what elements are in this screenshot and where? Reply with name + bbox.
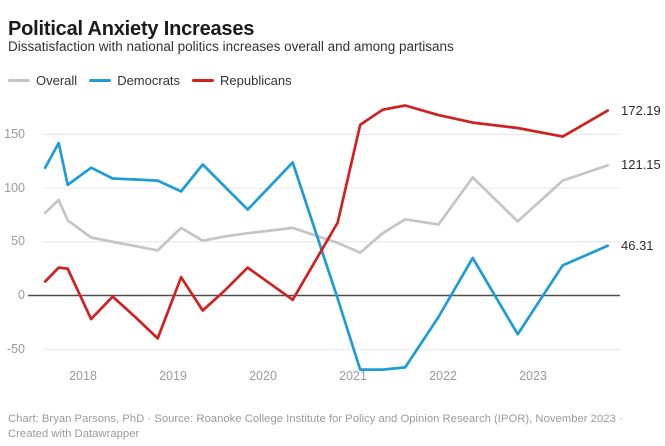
legend-label: Republicans [220, 73, 292, 88]
y-axis-tick-label: 50 [11, 234, 25, 249]
legend-label: Overall [36, 73, 78, 88]
footer-attribution: Chart: Bryan Parsons, PhD · Source: Roan… [8, 413, 623, 425]
y-axis-tick-label: 150 [4, 126, 25, 141]
value-label-democrats: 46.31 [621, 237, 654, 253]
legend-swatch-republicans-icon [192, 79, 215, 82]
legend-item-overall: Overall [8, 73, 77, 88]
legend: Overall Democrats Republicans [8, 73, 292, 88]
y-axis-tick-label: -50 [6, 341, 25, 356]
chart-footer: Chart: Bryan Parsons, PhD · Source: Roan… [8, 412, 662, 441]
legend-item-republicans: Republicans [192, 73, 292, 88]
legend-swatch-overall-icon [8, 79, 30, 82]
legend-item-democrats: Democrats [89, 73, 180, 88]
x-axis-tick-label: 2021 [339, 369, 367, 383]
value-label-overall: 121.15 [621, 157, 661, 173]
footer-credit: Created with Datawrapper [8, 427, 140, 440]
x-axis-tick-label: 2019 [159, 369, 187, 383]
x-axis-tick-label: 2018 [69, 369, 97, 383]
value-label-republicans: 172.19 [621, 102, 661, 118]
line-democrats [43, 141, 610, 371]
y-axis-tick-label: 100 [4, 180, 25, 195]
y-axis-tick-label: 0 [18, 288, 25, 302]
x-axis-tick-label: 2020 [249, 369, 277, 383]
chart-subtitle: Dissatisfaction with national politics i… [8, 39, 454, 54]
line-republicans [43, 104, 610, 340]
legend-label: Democrats [117, 73, 181, 88]
x-axis-tick-label: 2022 [429, 369, 457, 383]
chart-title: Political Anxiety Increases [8, 18, 255, 41]
line-overall [43, 164, 610, 254]
legend-swatch-democrats-icon [89, 79, 112, 82]
x-axis-tick-label: 2023 [519, 369, 547, 383]
